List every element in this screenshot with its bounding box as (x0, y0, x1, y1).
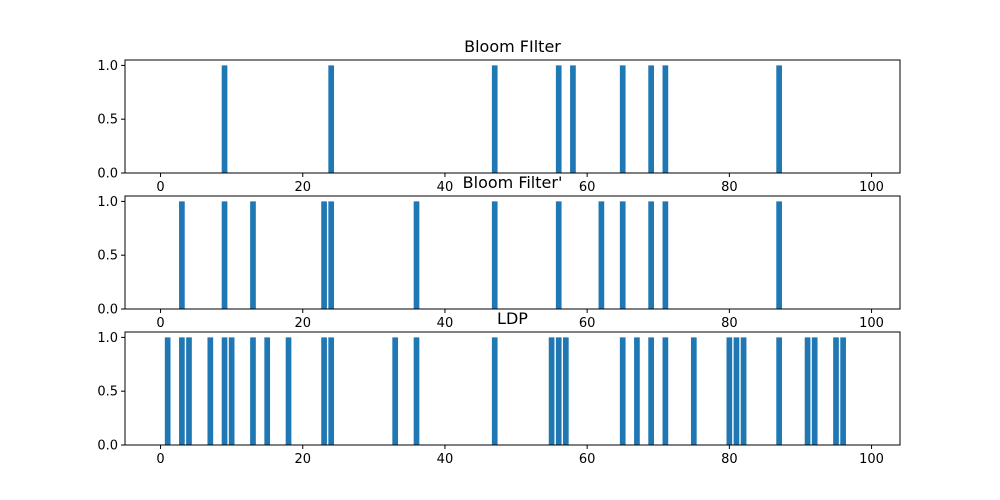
bar (648, 337, 654, 445)
bar (662, 65, 669, 173)
x-tick-label: 20 (294, 316, 311, 331)
x-tick-label: 100 (859, 180, 884, 195)
bar (733, 337, 740, 445)
bar (570, 65, 576, 173)
bar (328, 337, 335, 445)
bar (740, 337, 747, 445)
bar (776, 337, 782, 445)
x-tick-label: 40 (437, 452, 454, 467)
x-tick-label: 20 (294, 180, 311, 195)
bar (776, 65, 782, 173)
bar (662, 337, 669, 445)
bar (321, 201, 327, 309)
bar (648, 65, 654, 173)
bar (840, 337, 846, 445)
bar (207, 337, 214, 445)
bar (619, 337, 626, 445)
y-tick-label: 0.5 (97, 113, 118, 128)
subplots: 0 20 40 60 80 100 0.0 0.5 1.0 Bloom FIlter 0 20 40 60… (97, 37, 901, 467)
axes-frame (124, 195, 901, 310)
bar (662, 201, 669, 309)
bar (491, 201, 498, 309)
x-tick-label: 0 (156, 316, 164, 331)
subplot-0: 0 20 40 60 80 100 0.0 0.5 1.0 Bloom FIlter (97, 37, 901, 195)
bar (562, 337, 569, 445)
bar (491, 65, 498, 173)
subplot-title: LDP (497, 309, 528, 328)
bar (690, 337, 697, 445)
x-tick-label: 0 (156, 452, 164, 467)
bar (491, 337, 498, 445)
x-tick-label: 60 (579, 316, 596, 331)
y-tick-label: 0.5 (97, 249, 118, 264)
bar (328, 65, 335, 173)
bar (833, 337, 839, 445)
bar (548, 337, 555, 445)
bar (186, 337, 192, 445)
bar (250, 337, 256, 445)
bar (221, 337, 228, 445)
bar (776, 201, 782, 309)
x-tick-label: 20 (294, 452, 311, 467)
subplot-title: Bloom FIlter (464, 37, 561, 56)
y-tick-label: 0.0 (97, 303, 118, 318)
x-tick-label: 80 (721, 452, 738, 467)
y-tick-label: 0.0 (97, 167, 118, 182)
bar (264, 337, 271, 445)
y-tick-label: 0.5 (97, 385, 118, 400)
subplot-2: 0 20 40 60 80 100 0.0 0.5 1.0 LDP (97, 309, 901, 467)
bar (619, 65, 626, 173)
y-tick-label: 1.0 (97, 59, 118, 74)
bar (321, 337, 327, 445)
bar (811, 337, 818, 445)
x-tick-label: 60 (579, 180, 596, 195)
bar (164, 337, 171, 445)
axes-frame (124, 331, 901, 446)
x-tick-label: 40 (437, 180, 454, 195)
x-tick-label: 80 (721, 180, 738, 195)
x-tick-label: 0 (156, 180, 164, 195)
y-tick-label: 0.0 (97, 439, 118, 454)
y-tick-label: 1.0 (97, 195, 118, 210)
bar (328, 201, 335, 309)
bar (413, 201, 420, 309)
bar (726, 337, 733, 445)
bar (634, 337, 640, 445)
bar (598, 201, 605, 309)
axes-frame (124, 59, 901, 174)
bar (250, 201, 256, 309)
bar (413, 337, 420, 445)
bar (392, 337, 399, 445)
bar (285, 337, 292, 445)
x-tick-label: 100 (859, 316, 884, 331)
bar (221, 65, 228, 173)
x-tick-label: 40 (437, 316, 454, 331)
bar (179, 201, 185, 309)
bar (555, 201, 562, 309)
subplot-title: Bloom Filter' (463, 173, 563, 192)
x-tick-label: 60 (579, 452, 596, 467)
x-tick-label: 100 (859, 452, 884, 467)
bar (179, 337, 185, 445)
y-tick-label: 1.0 (97, 331, 118, 346)
bar (619, 201, 626, 309)
subplot-1: 0 20 40 60 80 100 0.0 0.5 1.0 Bloom Filter' (97, 173, 901, 331)
bar (804, 337, 811, 445)
x-tick-label: 80 (721, 316, 738, 331)
bar (555, 337, 562, 445)
bar (228, 337, 235, 445)
bar (648, 201, 654, 309)
bar (221, 201, 228, 309)
bar (555, 65, 562, 173)
